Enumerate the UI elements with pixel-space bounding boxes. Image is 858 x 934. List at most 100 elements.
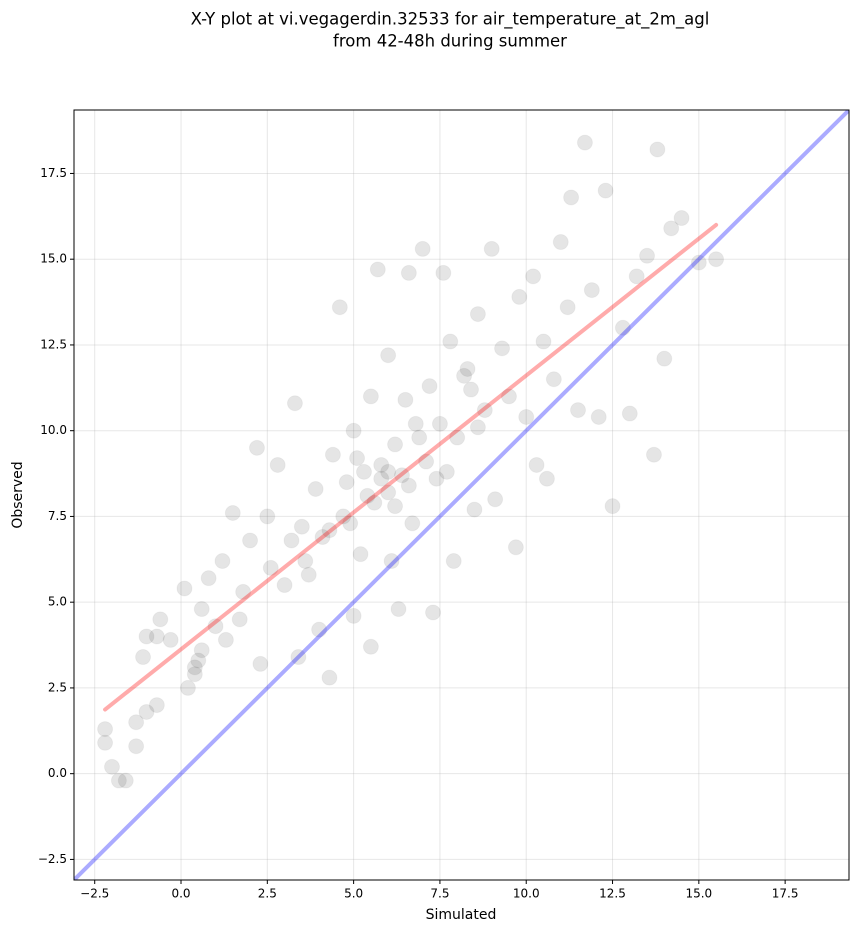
scatter-point xyxy=(138,703,155,720)
scatter-point xyxy=(373,470,390,487)
scatter-point xyxy=(494,340,511,357)
chart-title: from 42-48h during summer xyxy=(333,32,567,51)
scatter-point xyxy=(345,422,362,439)
scatter-point xyxy=(525,268,542,285)
scatter-point xyxy=(342,515,359,532)
x-tick-label: −2.5 xyxy=(80,887,109,901)
scatter-point xyxy=(431,415,448,432)
scatter-point xyxy=(262,559,279,576)
scatter-point xyxy=(345,607,362,624)
scatter-point xyxy=(214,553,231,570)
scatter-point xyxy=(331,299,348,316)
scatter-point xyxy=(290,649,307,666)
x-tick-label: 15.0 xyxy=(685,887,712,901)
scatter-point xyxy=(321,669,338,686)
scatter-point xyxy=(200,570,217,587)
scatter-point xyxy=(645,446,662,463)
scatter-point xyxy=(411,429,428,446)
scatter-point xyxy=(487,491,504,508)
scatter-point xyxy=(400,264,417,281)
scatter-point xyxy=(97,721,114,738)
scatter-point xyxy=(300,566,317,583)
scatter-point xyxy=(283,532,300,549)
scatter-point xyxy=(314,529,331,546)
ticks: −2.5 0.0 2.5 5.0 7.5 10.0 12.5 15.0 17.5 −2.5 0.0 2… xyxy=(38,166,799,901)
scatter-point xyxy=(428,470,445,487)
scatter-point xyxy=(242,532,259,549)
scatter-point xyxy=(418,453,435,470)
scatter-point xyxy=(559,299,576,316)
scatter-point xyxy=(518,408,535,425)
scatter-point xyxy=(373,456,390,473)
x-tick-label: 17.5 xyxy=(772,887,799,901)
scatter-point xyxy=(407,415,424,432)
scatter-point xyxy=(397,391,414,408)
x-tick-label: 5.0 xyxy=(344,887,363,901)
scatter-point xyxy=(604,498,621,515)
scatter-point xyxy=(438,463,455,480)
scatter-point xyxy=(390,601,407,618)
scatter-point xyxy=(425,604,442,621)
scatter-point xyxy=(445,553,462,570)
scatter-point xyxy=(217,631,234,648)
scatter-point xyxy=(128,714,145,731)
y-axis-label: Observed xyxy=(10,461,26,528)
scatter-point xyxy=(500,388,517,405)
scatter-point xyxy=(656,350,673,367)
x-tick-label: 12.5 xyxy=(599,887,626,901)
scatter-point xyxy=(690,254,707,271)
scatter-point xyxy=(708,251,725,268)
scatter-point xyxy=(252,655,269,672)
grid xyxy=(74,110,849,880)
scatter-point xyxy=(649,141,666,158)
scatter-point xyxy=(97,734,114,751)
scatter-point xyxy=(414,240,431,257)
scatter-point xyxy=(224,505,241,522)
scatter-point xyxy=(152,611,169,628)
scatter-point xyxy=(259,508,276,525)
scatter-point xyxy=(597,182,614,199)
scatter-point xyxy=(362,388,379,405)
y-tick-label: 15.0 xyxy=(40,252,67,266)
scatter-point xyxy=(538,470,555,487)
scatter-point xyxy=(186,659,203,676)
scatter-point xyxy=(663,220,680,237)
scatter-point xyxy=(576,134,593,151)
scatter-point xyxy=(570,402,587,419)
scatter-point xyxy=(435,264,452,281)
scatter-point xyxy=(380,347,397,364)
x-tick-label: 7.5 xyxy=(430,887,449,901)
scatter-point xyxy=(404,515,421,532)
scatter-point xyxy=(639,247,656,264)
y-tick-label: 5.0 xyxy=(48,595,67,609)
scatter-point xyxy=(535,333,552,350)
scatter-point xyxy=(248,439,265,456)
scatter-point xyxy=(148,697,165,714)
scatter-point xyxy=(110,772,127,789)
scatter-point xyxy=(235,583,252,600)
scatter-point xyxy=(387,498,404,515)
scatter-point xyxy=(383,553,400,570)
scatter-point xyxy=(449,429,466,446)
y-tick-label: 17.5 xyxy=(40,166,67,180)
fit-line xyxy=(103,222,719,712)
scatter-point xyxy=(176,580,193,597)
scatter-point xyxy=(148,628,165,645)
scatter-point xyxy=(355,463,372,480)
scatter-point xyxy=(162,631,179,648)
scatter-point xyxy=(462,381,479,398)
scatter-point xyxy=(590,408,607,425)
scatter-point xyxy=(507,539,524,556)
scatter-point xyxy=(135,649,152,666)
scatter-point xyxy=(366,494,383,511)
scatter-point xyxy=(400,477,417,494)
y-tick-label: −2.5 xyxy=(38,852,67,866)
scatter-point xyxy=(190,652,207,669)
scatter-point xyxy=(583,282,600,299)
scatter-point xyxy=(207,618,224,635)
scatter-point xyxy=(338,474,355,491)
scatter-point xyxy=(103,758,120,775)
scatter-point xyxy=(421,378,438,395)
scatter-point xyxy=(311,621,328,638)
